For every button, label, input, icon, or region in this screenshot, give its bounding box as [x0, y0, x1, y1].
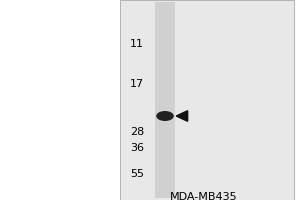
Text: MDA-MB435: MDA-MB435 [170, 192, 238, 200]
Text: 28: 28 [130, 127, 144, 137]
Text: 36: 36 [130, 143, 144, 153]
Ellipse shape [156, 111, 174, 121]
Bar [155, 2, 175, 198]
Polygon shape [176, 111, 188, 121]
Text: 55: 55 [130, 169, 144, 179]
Text: 11: 11 [130, 39, 144, 49]
Text: 17: 17 [130, 79, 144, 89]
Bar [120, 0, 294, 200]
